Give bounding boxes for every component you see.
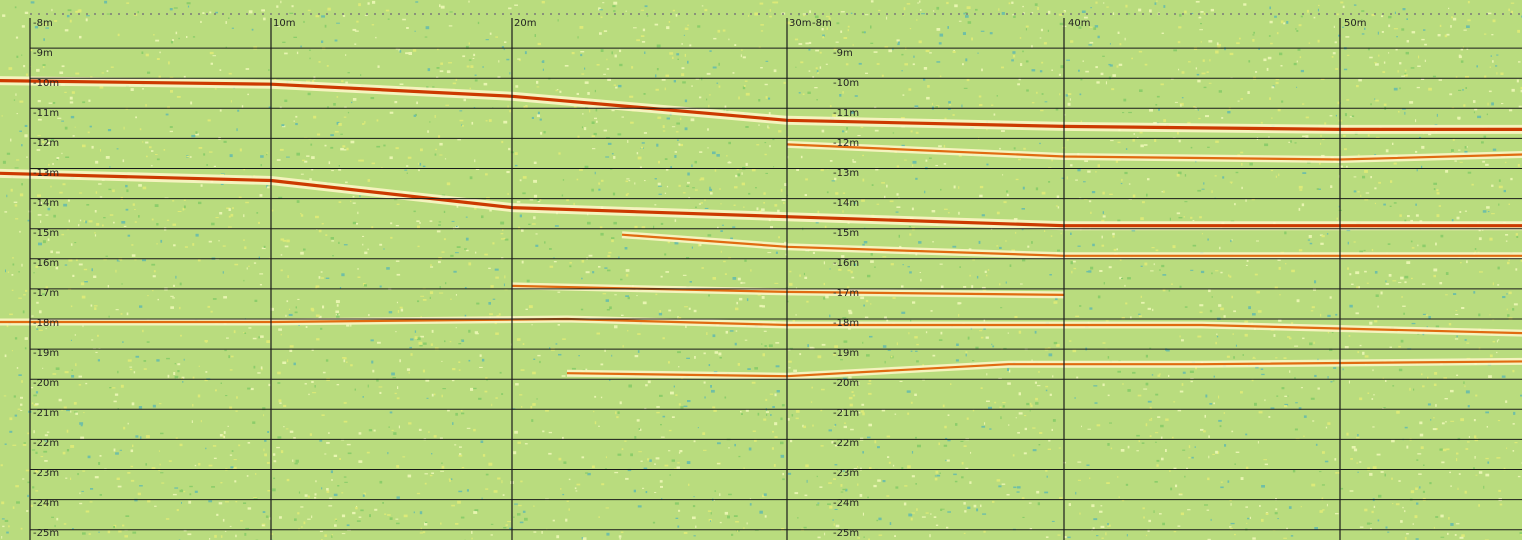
- reflector-layer-a: [0, 171, 1522, 228]
- reflector-layer-b: [621, 233, 1522, 257]
- reflector-layer-d: [0, 317, 1522, 335]
- reflector-layer-e: [566, 360, 1522, 378]
- grid-lines: [29, 13, 1522, 540]
- reflector-layer-f: [786, 143, 1522, 161]
